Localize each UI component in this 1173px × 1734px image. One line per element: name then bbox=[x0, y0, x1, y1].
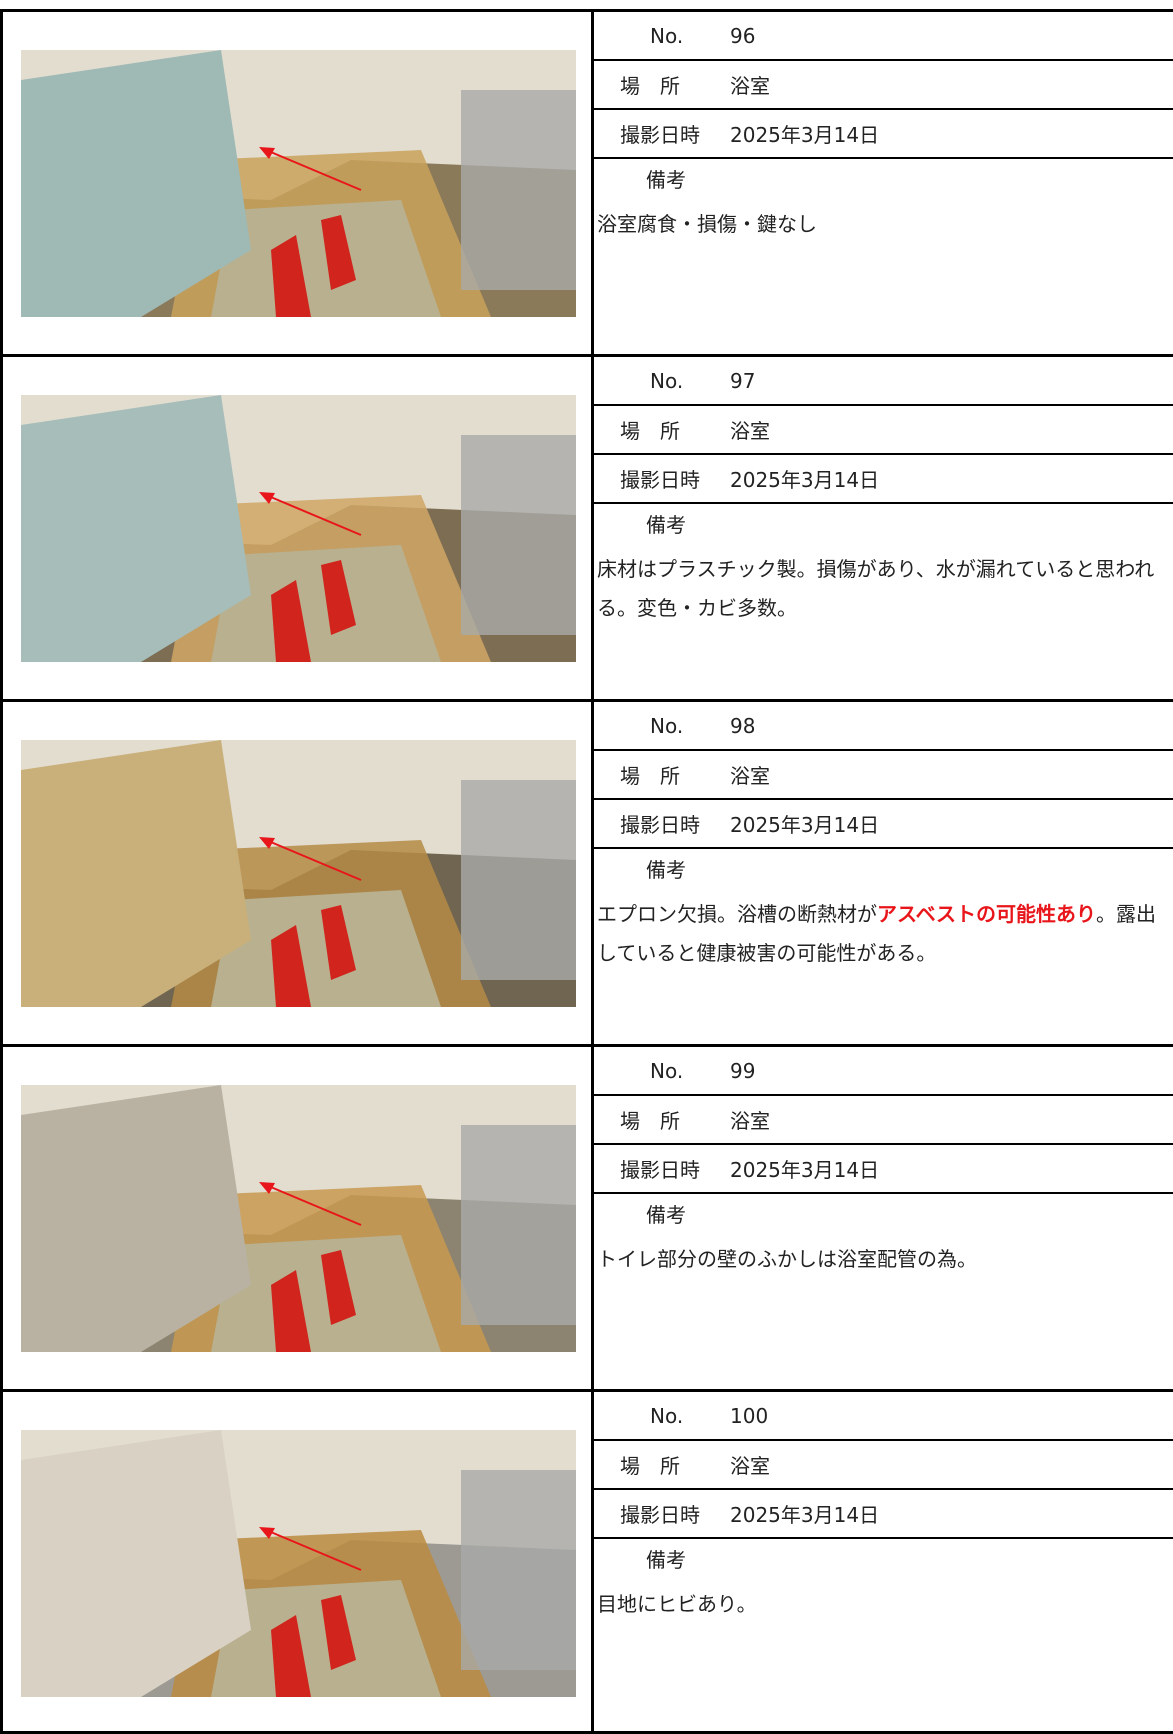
field-label: 場 所 bbox=[620, 1454, 680, 1478]
remarks-text: 浴室腐食・損傷・鍵なし bbox=[594, 197, 1173, 244]
photo-image bbox=[21, 740, 576, 1007]
remarks-segment: 目地にヒビあり。 bbox=[597, 1592, 757, 1616]
remarks-label: 備考 bbox=[646, 1547, 686, 1572]
remarks-highlight: アスベストの可能性あり bbox=[877, 902, 1096, 926]
field-value: 97 bbox=[730, 368, 756, 393]
report-row: No. 100 場 所 浴室撮影日時 2025年3月14日備考目地にヒビあり。 bbox=[0, 1389, 1173, 1734]
field-value: 2025年3月14日 bbox=[730, 123, 880, 147]
field-row: 場 所 浴室 bbox=[594, 1096, 1173, 1145]
field-row: No. 98 bbox=[594, 702, 1173, 751]
report-row: No. 98 場 所 浴室撮影日時 2025年3月14日備考エプロン欠損。浴槽の断熱材が… bbox=[0, 699, 1173, 1044]
field-value: 2025年3月14日 bbox=[730, 1503, 880, 1527]
remarks-label: 備考 bbox=[646, 512, 686, 537]
remarks-text: 床材はプラスチック製。損傷があり、水が漏れていると思われる。変色・カビ多数。 bbox=[594, 542, 1173, 628]
field-value: 浴室 bbox=[730, 419, 770, 443]
field-value: 2025年3月14日 bbox=[730, 468, 880, 492]
photo-cell bbox=[0, 702, 594, 1044]
photo-cell bbox=[0, 1047, 594, 1389]
field-row: 場 所 浴室 bbox=[594, 1441, 1173, 1490]
remarks-text: 目地にヒビあり。 bbox=[594, 1577, 1173, 1624]
remarks-label: 備考 bbox=[646, 167, 686, 192]
field-label: 場 所 bbox=[620, 1109, 680, 1133]
field-row: No. 99 bbox=[594, 1047, 1173, 1096]
remarks-segment: エプロン欠損。浴槽の断熱材が bbox=[597, 902, 877, 926]
field-label: 場 所 bbox=[620, 764, 680, 788]
remarks-segment: 床材はプラスチック製。損傷があり、水が漏れていると思われる。変色・カビ多数。 bbox=[597, 557, 1155, 620]
field-label: 場 所 bbox=[620, 419, 680, 443]
field-label: No. bbox=[650, 23, 684, 48]
field-value: 浴室 bbox=[730, 1109, 770, 1133]
field-value: 100 bbox=[730, 1403, 769, 1428]
remarks-text: トイレ部分の壁のふかしは浴室配管の為。 bbox=[594, 1232, 1173, 1279]
photo-cell bbox=[0, 1392, 594, 1731]
report-row: No. 97 場 所 浴室撮影日時 2025年3月14日備考床材はプラスチック製。損傷が… bbox=[0, 354, 1173, 699]
field-row: 撮影日時 2025年3月14日 bbox=[594, 110, 1173, 159]
photo bbox=[21, 1430, 576, 1697]
info-cell: No. 97 場 所 浴室撮影日時 2025年3月14日備考床材はプラスチック製。損傷が… bbox=[594, 357, 1173, 699]
field-label: No. bbox=[650, 1403, 684, 1428]
field-row: 撮影日時 2025年3月14日 bbox=[594, 1145, 1173, 1194]
remarks-segment: 浴室腐食・損傷・鍵なし bbox=[597, 212, 817, 236]
photo-cell bbox=[0, 12, 594, 354]
field-value: 2025年3月14日 bbox=[730, 813, 880, 837]
field-label: 撮影日時 bbox=[620, 123, 700, 147]
field-value: 浴室 bbox=[730, 74, 770, 98]
field-row: No. 97 bbox=[594, 357, 1173, 406]
remarks-label: 備考 bbox=[646, 857, 686, 882]
field-label: No. bbox=[650, 1058, 684, 1083]
field-row: 撮影日時 2025年3月14日 bbox=[594, 1490, 1173, 1539]
report-table: No. 96 場 所浴室 撮影日時 2025年3月14日 備考 浴室腐食・損傷・鍵なし No… bbox=[0, 9, 1173, 1734]
field-row: No. 96 bbox=[594, 12, 1173, 61]
report-row: No. 96 場 所 浴室撮影日時 2025年3月14日備考浴室腐食・損傷・鍵なし bbox=[0, 9, 1173, 354]
photo-cell bbox=[0, 357, 594, 699]
remarks-segment: トイレ部分の壁のふかしは浴室配管の為。 bbox=[597, 1247, 977, 1271]
field-label: No. bbox=[650, 368, 684, 393]
remarks-text: エプロン欠損。浴槽の断熱材がアスベストの可能性あり。露出していると健康被害の可能… bbox=[594, 887, 1173, 973]
photo bbox=[21, 395, 576, 662]
field-row: 場 所 浴室 bbox=[594, 751, 1173, 800]
field-row: 撮影日時 2025年3月14日 bbox=[594, 800, 1173, 849]
field-value: 98 bbox=[730, 713, 756, 738]
field-value: 96 bbox=[730, 23, 756, 48]
field-label: 場 所 bbox=[620, 74, 680, 98]
photo bbox=[21, 740, 576, 1007]
photo bbox=[21, 50, 576, 317]
field-row: 場 所 浴室 bbox=[594, 406, 1173, 455]
field-label: No. bbox=[650, 713, 684, 738]
field-label: 撮影日時 bbox=[620, 1158, 700, 1182]
photo-image bbox=[21, 50, 576, 317]
field-label: 撮影日時 bbox=[620, 1503, 700, 1527]
field-value: 2025年3月14日 bbox=[730, 1158, 880, 1182]
remarks-label: 備考 bbox=[646, 1202, 686, 1227]
field-value: 浴室 bbox=[730, 764, 770, 788]
remarks-segment: 。露出していると健康被害の可能性がある。 bbox=[597, 902, 1156, 965]
field-label: 撮影日時 bbox=[620, 468, 700, 492]
photo-image bbox=[21, 1085, 576, 1352]
field-label: 撮影日時 bbox=[620, 813, 700, 837]
info-cell: No. 96 場 所 浴室撮影日時 2025年3月14日備考浴室腐食・損傷・鍵なし bbox=[594, 12, 1173, 354]
photo-image bbox=[21, 395, 576, 662]
photo bbox=[21, 1085, 576, 1352]
report-row: No. 99 場 所 浴室撮影日時 2025年3月14日備考トイレ部分の壁のふかしは浴室… bbox=[0, 1044, 1173, 1389]
info-cell: No. 100 場 所 浴室撮影日時 2025年3月14日備考目地にヒビあり。 bbox=[594, 1392, 1173, 1731]
field-row: No. 100 bbox=[594, 1392, 1173, 1441]
field-value: 浴室 bbox=[730, 1454, 770, 1478]
info-cell: No. 99 場 所 浴室撮影日時 2025年3月14日備考トイレ部分の壁のふかしは浴室… bbox=[594, 1047, 1173, 1389]
field-value: 99 bbox=[730, 1058, 756, 1083]
photo-image bbox=[21, 1430, 576, 1697]
field-row: 撮影日時 2025年3月14日 bbox=[594, 455, 1173, 504]
field-row: 場 所 浴室 bbox=[594, 61, 1173, 110]
info-cell: No. 98 場 所 浴室撮影日時 2025年3月14日備考エプロン欠損。浴槽の断熱材が… bbox=[594, 702, 1173, 1044]
